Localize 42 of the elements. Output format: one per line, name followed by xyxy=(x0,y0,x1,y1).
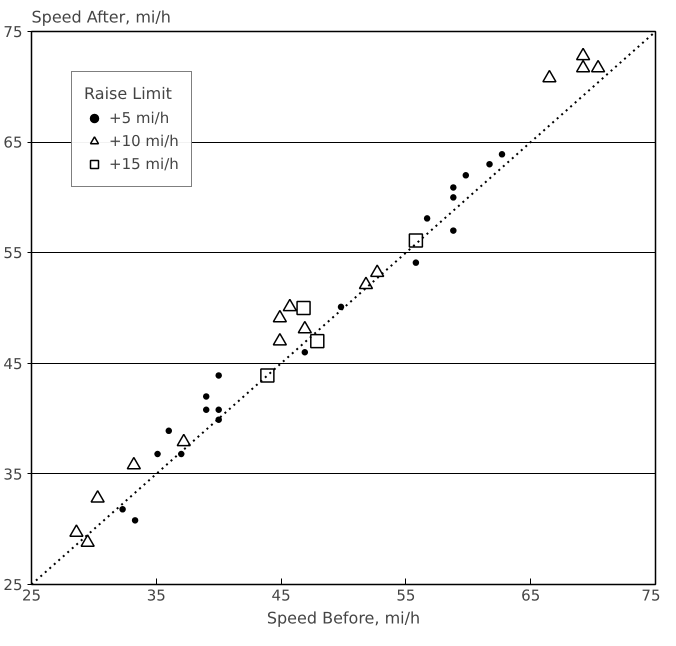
point xyxy=(202,393,210,400)
y-tick-label: 35 xyxy=(3,465,23,484)
point xyxy=(202,406,210,413)
y-tick-label: 55 xyxy=(3,244,23,262)
point xyxy=(166,428,172,434)
legend-label: +10 mi/h xyxy=(109,132,179,150)
y-tick-label: 65 xyxy=(3,134,23,152)
point xyxy=(215,372,222,379)
point xyxy=(215,406,222,413)
x-tick-label: 25 xyxy=(22,586,42,604)
legend-title: Raise Limit xyxy=(84,84,173,103)
point xyxy=(302,348,308,356)
x-tick-label: 75 xyxy=(641,586,661,604)
point xyxy=(486,160,493,168)
point xyxy=(408,233,424,248)
point xyxy=(450,194,457,201)
legend-label: +15 mi/h xyxy=(109,155,179,173)
x-tick-label: 45 xyxy=(272,586,291,604)
y-tick-label: 75 xyxy=(3,23,23,41)
point xyxy=(310,334,325,348)
point xyxy=(296,300,311,316)
point xyxy=(154,450,161,458)
point xyxy=(338,304,344,310)
point xyxy=(119,506,126,513)
point xyxy=(132,517,138,524)
y-tick-label: 45 xyxy=(3,354,23,373)
x-tick-label: 55 xyxy=(396,586,416,604)
x-axis-title: Speed Before, mi/h xyxy=(266,608,420,628)
point xyxy=(450,184,457,191)
point xyxy=(450,227,457,234)
point xyxy=(260,368,275,383)
point xyxy=(462,172,470,179)
x-tick-label: 65 xyxy=(521,586,540,604)
point xyxy=(576,48,590,60)
point xyxy=(498,151,506,158)
point xyxy=(424,215,430,222)
point xyxy=(178,450,185,458)
point xyxy=(215,416,222,423)
point xyxy=(412,259,420,266)
y-axis-title: Speed After, mi/h xyxy=(32,8,171,26)
x-tick-label: 35 xyxy=(146,586,166,604)
legend-label: +5 mi/h xyxy=(109,109,170,127)
